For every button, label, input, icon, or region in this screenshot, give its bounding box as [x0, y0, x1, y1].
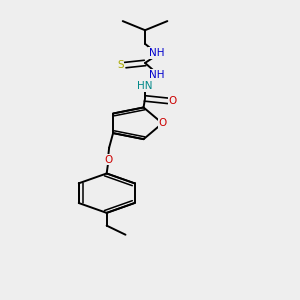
Text: HN: HN — [137, 81, 153, 91]
Text: NH: NH — [149, 70, 164, 80]
Text: O: O — [168, 96, 176, 106]
Text: S: S — [117, 60, 124, 70]
Text: NH: NH — [149, 48, 164, 58]
Text: O: O — [104, 155, 112, 165]
Text: O: O — [158, 118, 166, 128]
